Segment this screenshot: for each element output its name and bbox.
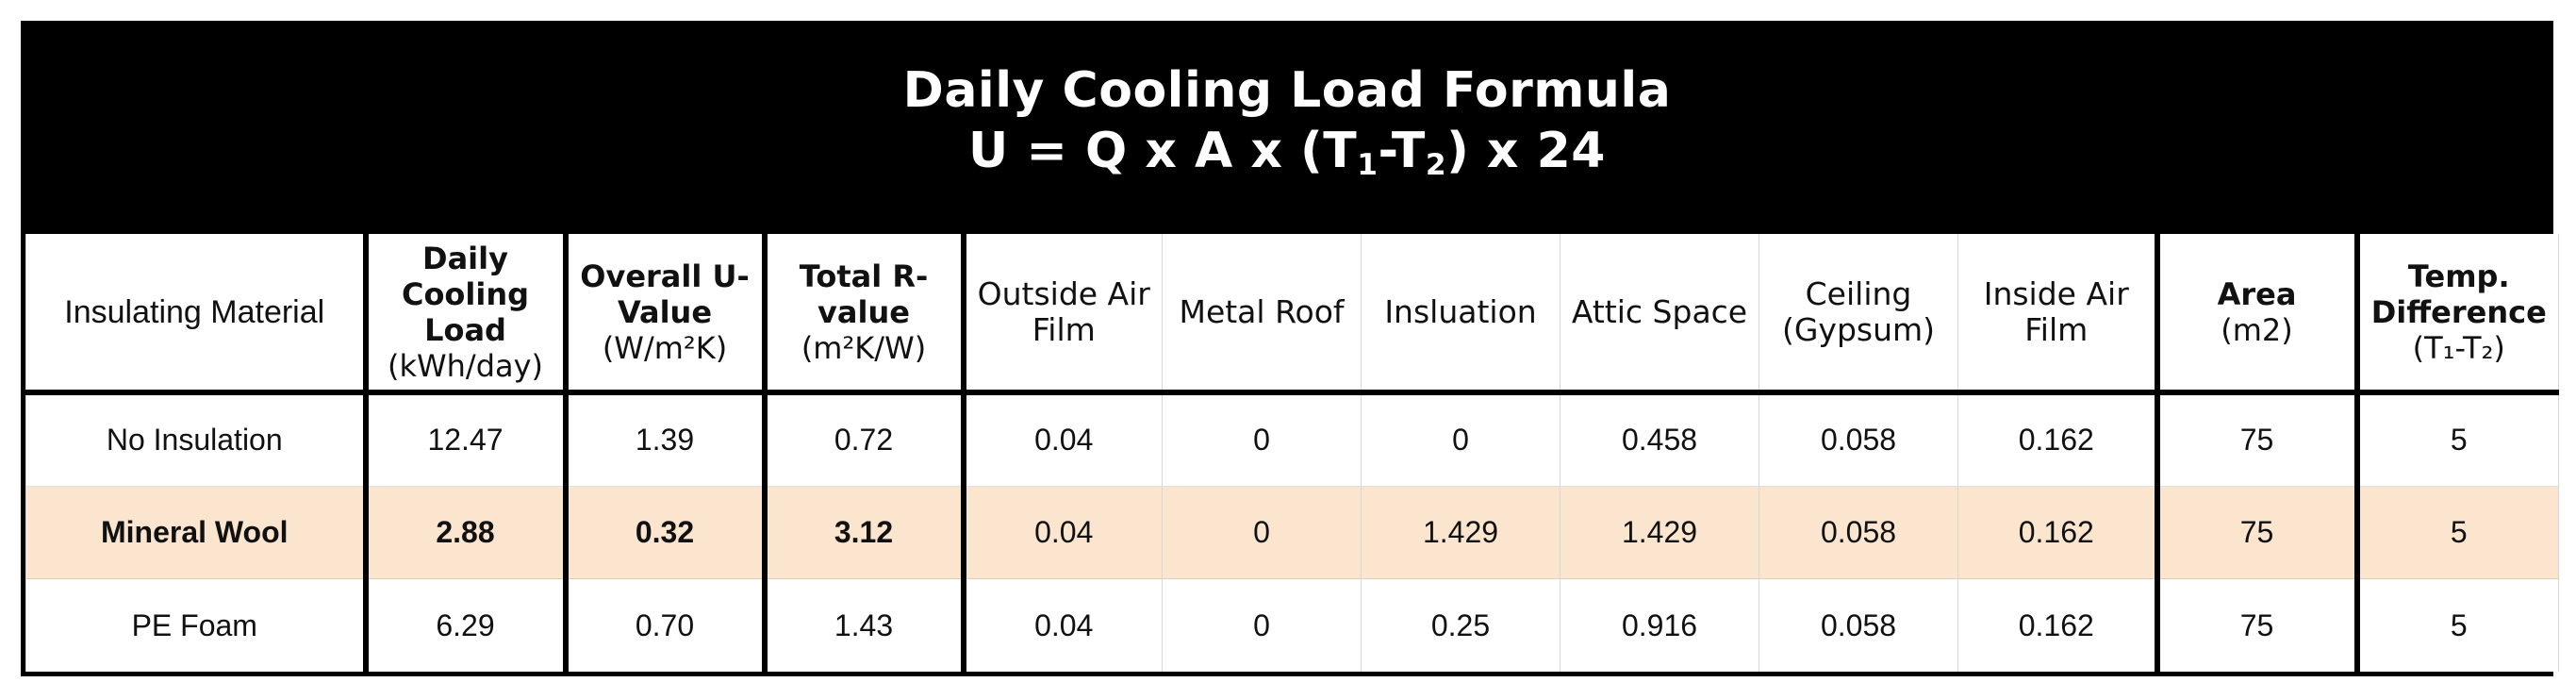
table-row: PE Foam 6.29 0.70 1.43 0.04 0 0.25 0.916… [25, 578, 2559, 672]
cooling-load-table: Insulating Material Daily Cooling Load (… [25, 234, 2559, 672]
formula-suffix: ) x 24 [1446, 122, 1606, 179]
header-uvalue-bold: Overall U-Value [580, 258, 750, 330]
cell-outside-air: 0.04 [963, 486, 1163, 580]
table-frame: Daily Cooling Load Formula U = Q x A x (… [21, 21, 2559, 676]
header-daily-bold: Daily Cooling Load [401, 240, 530, 348]
cell-metal-roof: 0 [1162, 392, 1362, 487]
cell-insulation: 0.25 [1361, 578, 1560, 672]
cell-outside-air: 0.04 [963, 392, 1163, 487]
cell-insulation: 0 [1361, 392, 1560, 487]
formula: U = Q x A x (T1-T2) x 24 [968, 121, 1606, 195]
cell-temp: 5 [2356, 578, 2559, 672]
header-material: Insulating Material [25, 234, 369, 395]
cell-uvalue: 0.32 [565, 486, 768, 580]
cell-ceiling: 0.058 [1759, 578, 1958, 672]
header-attic-space: Attic Space [1560, 234, 1759, 395]
formula-mid: -T [1378, 122, 1426, 179]
table-title: Daily Cooling Load Formula U = Q x A x (… [21, 21, 2553, 234]
cell-outside-air: 0.04 [963, 578, 1163, 672]
header-temp-bold: Temp. Difference [2370, 258, 2547, 330]
cell-daily: 2.88 [365, 486, 569, 580]
header-rvalue-bold: Total R-value [799, 258, 929, 330]
cell-attic: 0.916 [1560, 578, 1759, 672]
cell-inside-air: 0.162 [1957, 392, 2160, 487]
header-uvalue-unit: (W/m²K) [602, 329, 728, 366]
cell-inside-air: 0.162 [1957, 486, 2160, 580]
header-daily-unit: (kWh/day) [387, 347, 544, 384]
cell-area: 75 [2156, 392, 2360, 487]
cell-temp: 5 [2356, 486, 2559, 580]
header-rvalue-unit: (m²K/W) [801, 329, 927, 366]
cell-area: 75 [2156, 578, 2360, 672]
header-u-value: Overall U-Value (W/m²K) [565, 234, 768, 395]
header-daily-cooling-load: Daily Cooling Load (kWh/day) [365, 234, 569, 395]
cell-ceiling: 0.058 [1759, 486, 1958, 580]
header-row: Insulating Material Daily Cooling Load (… [25, 234, 2559, 395]
formula-sub-2: 2 [1425, 147, 1447, 182]
cell-daily: 6.29 [365, 578, 569, 672]
cell-attic: 0.458 [1560, 392, 1759, 487]
header-area-unit: (m2) [2221, 311, 2293, 348]
header-insulation: Insluation [1361, 234, 1560, 395]
cell-ceiling: 0.058 [1759, 392, 1958, 487]
cell-insulation: 1.429 [1361, 486, 1560, 580]
header-area: Area (m2) [2156, 234, 2360, 395]
cell-material: No Insulation [25, 392, 369, 487]
cell-rvalue: 0.72 [764, 392, 966, 487]
header-r-value: Total R-value (m²K/W) [764, 234, 966, 395]
cell-attic: 1.429 [1560, 486, 1759, 580]
cell-uvalue: 0.70 [565, 578, 768, 672]
formula-sub-1: 1 [1357, 147, 1379, 182]
cell-material: Mineral Wool [25, 486, 369, 580]
cell-metal-roof: 0 [1162, 578, 1362, 672]
cell-metal-roof: 0 [1162, 486, 1362, 580]
cell-inside-air: 0.162 [1957, 578, 2160, 672]
table-row-highlighted: Mineral Wool 2.88 0.32 3.12 0.04 0 1.429… [25, 486, 2559, 580]
cell-rvalue: 3.12 [764, 486, 966, 580]
header-metal-roof: Metal Roof [1162, 234, 1362, 395]
cell-uvalue: 1.39 [565, 392, 768, 487]
cell-area: 75 [2156, 486, 2360, 580]
header-area-bold: Area [2217, 275, 2297, 312]
header-outside-air-film: Outside Air Film [963, 234, 1163, 395]
cell-temp: 5 [2356, 392, 2559, 487]
table-row: No Insulation 12.47 1.39 0.72 0.04 0 0 0… [25, 392, 2559, 487]
title-heading: Daily Cooling Load Formula [902, 61, 1672, 119]
cell-daily: 12.47 [365, 392, 569, 487]
header-ceiling: Ceiling (Gypsum) [1759, 234, 1958, 395]
formula-prefix: U = Q x A x (T [968, 122, 1358, 179]
cell-rvalue: 1.43 [764, 578, 966, 672]
header-temp-difference: Temp. Difference (T₁-T₂) [2356, 234, 2559, 395]
header-inside-air-film: Inside Air Film [1957, 234, 2160, 395]
header-temp-unit: (T₁-T₂) [2412, 329, 2505, 366]
cell-material: PE Foam [25, 578, 369, 672]
